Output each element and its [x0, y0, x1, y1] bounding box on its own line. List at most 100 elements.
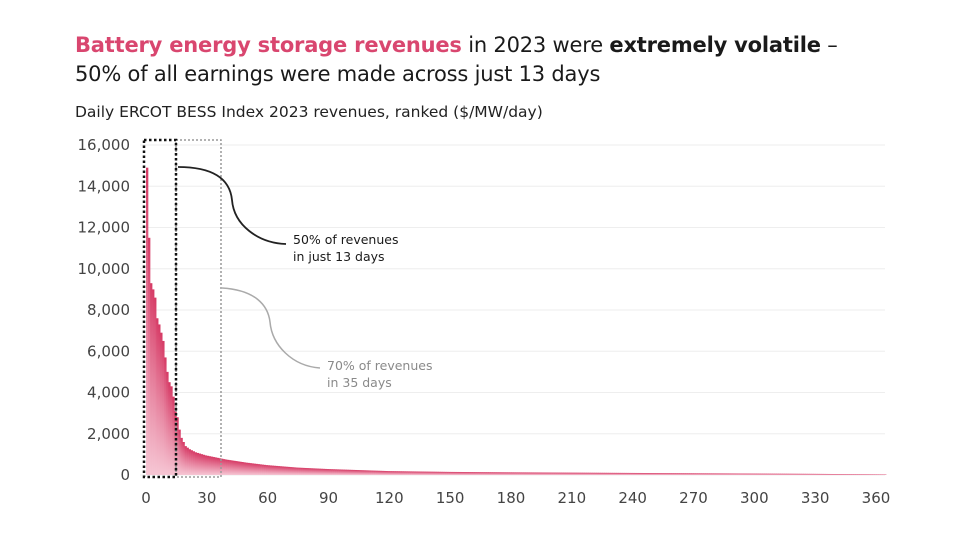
- bar-day-307: [766, 473, 769, 475]
- bar-day-90: [326, 469, 329, 475]
- bar-day-267: [685, 473, 688, 475]
- bar-day-290: [732, 473, 735, 475]
- bar-day-339: [831, 473, 834, 475]
- bar-day-144: [435, 471, 439, 475]
- bar-day-150: [448, 471, 451, 475]
- bar-day-351: [855, 474, 859, 475]
- bar-day-66: [277, 466, 281, 475]
- bar-day-105: [356, 470, 360, 475]
- bar-day-159: [466, 472, 469, 475]
- y-tick-label: 16,000: [78, 136, 131, 154]
- bar-day-340: [833, 474, 836, 475]
- bar-day-196: [541, 472, 544, 475]
- bar-day-289: [730, 473, 733, 475]
- bar-day-65: [275, 465, 279, 475]
- x-tick-label: 330: [801, 489, 830, 507]
- bar-day-234: [618, 472, 621, 475]
- bar-day-77: [300, 467, 303, 475]
- bar-day-29: [202, 454, 206, 475]
- bar-day-125: [397, 471, 400, 475]
- bar-day-28: [200, 454, 204, 475]
- bar-day-166: [480, 472, 483, 475]
- bar-day-75: [296, 467, 299, 475]
- bar-day-108: [362, 470, 366, 475]
- bar-day-63: [271, 465, 275, 475]
- bar-day-140: [427, 471, 431, 475]
- bar-day-270: [691, 473, 694, 475]
- bar-day-118: [383, 470, 386, 475]
- bar-day-266: [683, 473, 686, 475]
- bar-day-156: [460, 471, 463, 475]
- bar-day-60: [265, 465, 268, 475]
- bar-day-222: [594, 472, 597, 475]
- bar-day-181: [511, 472, 514, 475]
- bar-day-240: [630, 472, 633, 475]
- bar-day-221: [592, 472, 595, 475]
- bar-day-225: [600, 472, 603, 475]
- bar-day-64: [273, 465, 277, 475]
- bar-day-257: [665, 473, 668, 475]
- bar-day-287: [725, 473, 729, 475]
- bar-day-142: [431, 471, 435, 475]
- bar-day-311: [774, 473, 777, 475]
- bar-day-297: [746, 473, 749, 475]
- bar-day-316: [784, 473, 788, 475]
- bar-day-9: [162, 340, 165, 475]
- bar-day-305: [762, 473, 765, 475]
- bar-day-79: [304, 467, 307, 475]
- bar-day-134: [415, 471, 419, 475]
- x-tick-label: 360: [862, 489, 891, 507]
- bar-day-271: [693, 473, 696, 475]
- bar-day-7: [158, 324, 161, 475]
- bar-day-73: [292, 467, 295, 475]
- bar-day-245: [640, 472, 644, 475]
- bar-day-253: [657, 473, 660, 475]
- bar-day-237: [624, 472, 627, 475]
- bar-day-69: [283, 466, 287, 475]
- bar-day-32: [208, 456, 212, 475]
- bar-day-235: [620, 472, 623, 475]
- bar-day-162: [472, 472, 475, 475]
- bar-day-62: [269, 465, 273, 475]
- bar-day-262: [675, 473, 678, 475]
- bar-day-35: [214, 457, 218, 475]
- bar-day-348: [849, 474, 852, 475]
- bar-day-94: [334, 469, 337, 475]
- bar-day-164: [476, 472, 479, 475]
- bar-day-283: [717, 473, 721, 475]
- bar-day-141: [429, 471, 433, 475]
- bar-day-160: [468, 472, 471, 475]
- bar-day-276: [703, 473, 706, 475]
- bar-day-173: [494, 472, 498, 475]
- bar-day-101: [348, 469, 352, 475]
- bar-day-47: [239, 461, 242, 475]
- bar-day-218: [586, 472, 589, 475]
- bar-day-30: [204, 455, 208, 475]
- bar-day-284: [719, 473, 723, 475]
- bar-day-178: [504, 472, 508, 475]
- bar-day-52: [249, 463, 252, 475]
- bar-day-110: [367, 470, 370, 475]
- bar-day-34: [212, 457, 216, 475]
- bar-day-67: [279, 466, 283, 475]
- bar-day-99: [344, 469, 348, 475]
- bar-day-325: [803, 473, 806, 475]
- bar-day-263: [677, 473, 680, 475]
- bar-day-192: [533, 472, 536, 475]
- bar-day-86: [318, 468, 321, 475]
- bar-day-189: [527, 472, 530, 475]
- bar-day-254: [659, 473, 662, 475]
- bar-day-31: [206, 455, 210, 475]
- bar-day-300: [752, 473, 755, 475]
- bar-day-321: [794, 473, 798, 475]
- annotation-50-line2: in just 13 days: [293, 249, 385, 264]
- bar-day-277: [705, 473, 708, 475]
- bar-day-252: [654, 473, 658, 475]
- y-tick-label: 10,000: [78, 260, 131, 278]
- bar-day-131: [409, 471, 412, 475]
- bar-day-312: [776, 473, 779, 475]
- bar-day-89: [324, 468, 327, 475]
- bar-day-25: [194, 452, 197, 475]
- bar-day-20: [184, 446, 187, 475]
- bar-day-121: [389, 471, 392, 475]
